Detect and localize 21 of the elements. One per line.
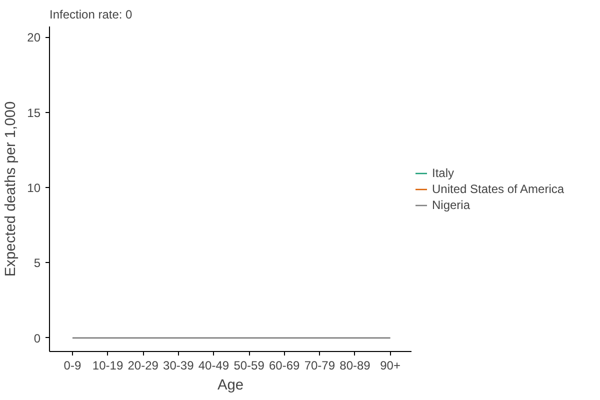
y-tick-label: 20 [27,30,41,45]
x-tick-label: 0-9 [64,358,82,372]
x-tick-label: 20-29 [128,358,159,372]
legend-label: Italy [432,166,454,180]
x-tick-label: 80-89 [340,358,371,372]
x-tick-label: 40-49 [198,358,230,372]
y-tick-label: 15 [27,106,41,120]
x-tick-label: 70-79 [304,358,336,372]
legend-label: United States of America [432,182,564,196]
chart-title: Infection rate: 0 [50,8,133,22]
x-tick-label: 90+ [380,358,400,372]
x-tick-label: 60-69 [269,358,300,372]
y-tick-label: 10 [27,180,41,195]
y-tick-label: 5 [34,256,41,270]
y-axis-title: Expected deaths per 1,000 [3,101,20,277]
x-tick-label: 10-19 [92,358,124,372]
y-tick-label: 0 [34,331,41,346]
x-tick-label: 30-39 [163,358,194,372]
x-axis-title: Age [217,378,244,394]
x-tick-label: 50-59 [234,358,265,372]
legend-label: Nigeria [432,198,470,212]
